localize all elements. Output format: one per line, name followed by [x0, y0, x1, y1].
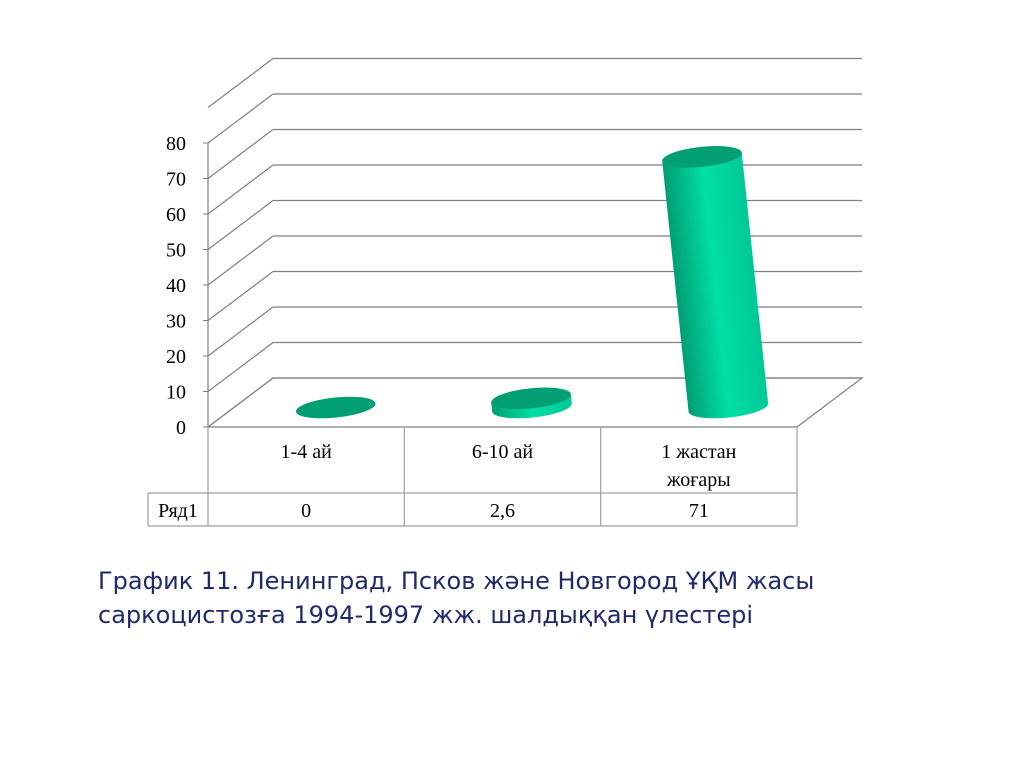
gridline-side	[207, 200, 274, 250]
data-value-label: 71	[689, 500, 709, 522]
data-value-label: 0	[301, 500, 311, 522]
y-tick-label: 70	[166, 169, 186, 191]
chart-caption: График 11. Ленинград, Псков және Новгоро…	[98, 564, 898, 632]
bar-3	[662, 146, 769, 419]
y-tick-label: 40	[166, 275, 186, 297]
gridline-side	[207, 58, 274, 108]
x-category-label: 1-4 ай	[281, 441, 333, 463]
bar-1	[295, 396, 376, 419]
series-label: Ряд1	[158, 500, 198, 522]
gridline-side	[207, 271, 274, 321]
bar-body	[662, 152, 769, 419]
x-category-label: 6-10 ай	[472, 441, 534, 463]
x-category-label: 1 жастан	[661, 441, 736, 463]
y-tick-label: 20	[166, 346, 186, 368]
y-tick-label: 80	[166, 133, 186, 155]
gridline-side	[207, 93, 274, 144]
y-tick-label: 60	[166, 204, 186, 226]
y-tick-label: 50	[166, 240, 186, 262]
x-category-label: жоғары	[666, 469, 731, 491]
gridline-side	[207, 129, 274, 179]
gridline-side	[207, 342, 274, 392]
bar-top	[662, 146, 742, 168]
gridline-side	[207, 377, 274, 428]
gridline-side	[207, 306, 274, 357]
gridline-side	[207, 164, 274, 215]
caption-line-2: саркоцистозға 1994-1997 жж. шалдыққан үл…	[98, 601, 754, 629]
gridline-side	[207, 235, 274, 286]
bar-top	[491, 387, 571, 410]
data-value-label: 2,6	[490, 500, 515, 522]
bar-top	[295, 396, 376, 419]
caption-line-1: График 11. Ленинград, Псков және Новгоро…	[98, 567, 815, 595]
y-tick-label: 30	[166, 311, 186, 333]
bar-2	[491, 387, 572, 419]
y-tick-label: 10	[166, 382, 186, 404]
y-tick-label: 0	[176, 417, 186, 439]
